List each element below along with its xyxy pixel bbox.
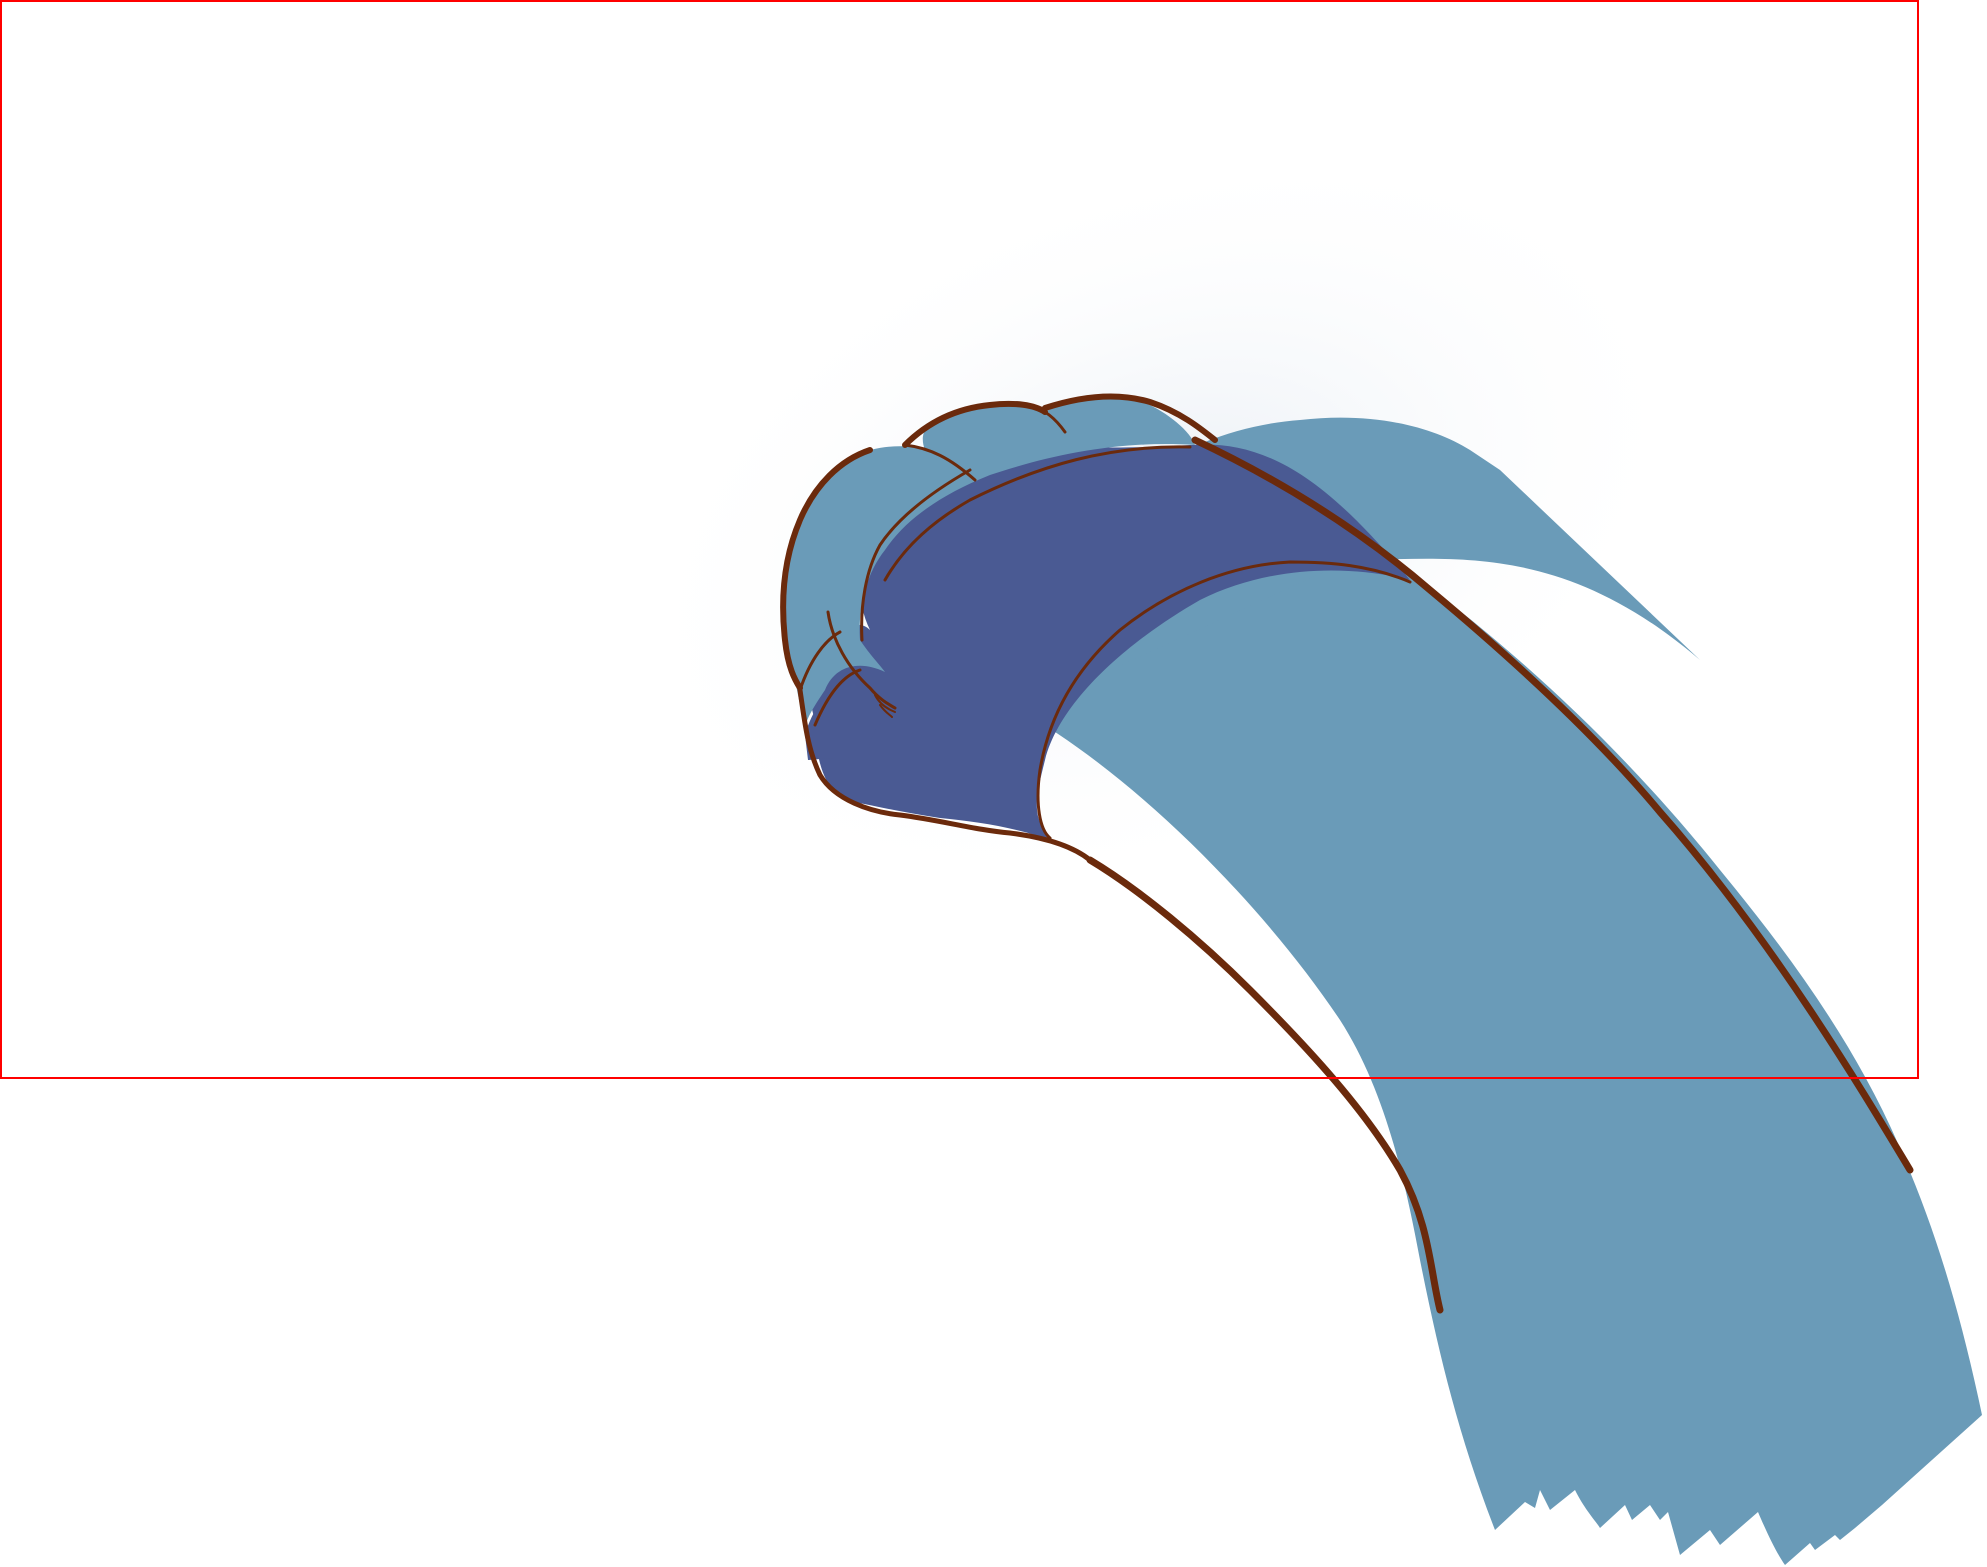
fist-fingers — [783, 397, 1195, 730]
sleeve-shape — [1000, 550, 1982, 1565]
fist-back-of-hand — [810, 444, 1410, 842]
red-bounding-frame — [0, 0, 1919, 1079]
fist-outline — [780, 393, 1914, 1314]
